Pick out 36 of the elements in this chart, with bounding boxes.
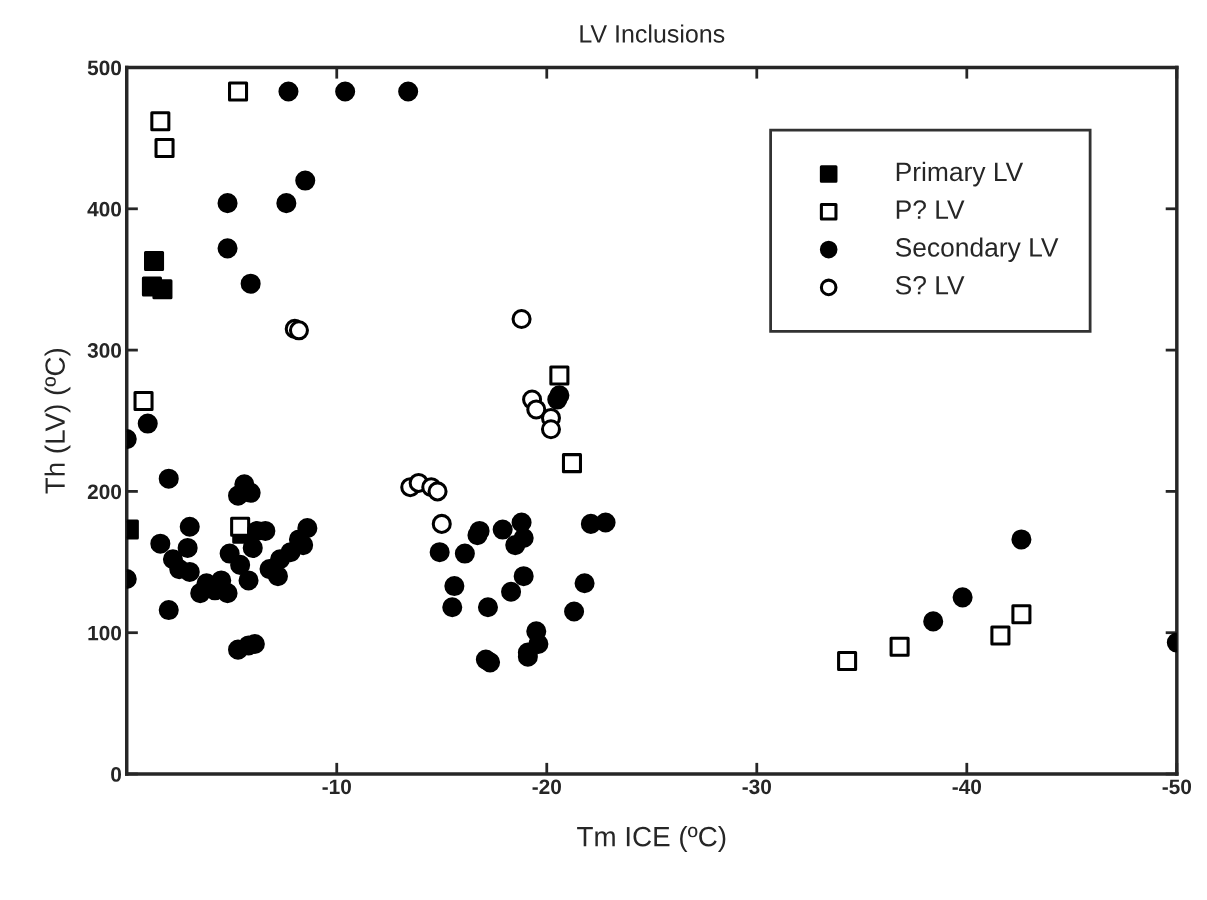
point <box>1011 604 1032 625</box>
point <box>154 138 175 159</box>
point <box>152 279 173 300</box>
point <box>427 481 448 502</box>
y-tick-label: 100 <box>88 625 122 641</box>
legend-label: P? LV <box>896 200 965 219</box>
x-tick-label: -10 <box>322 779 351 795</box>
point <box>889 636 910 657</box>
legend-label: Primary LV <box>896 161 1024 187</box>
point <box>561 453 583 474</box>
point <box>540 419 562 440</box>
x-tick-label: -50 <box>1162 779 1192 795</box>
legend-label: Secondary LV <box>895 237 1059 262</box>
point <box>431 513 452 534</box>
point <box>230 516 251 537</box>
x-tick-label: -30 <box>742 779 771 795</box>
y-tick-label: 400 <box>87 201 122 217</box>
point <box>150 111 171 132</box>
legend-label: S? LV <box>895 275 965 295</box>
y-tick-label: 0 <box>111 767 122 782</box>
y-tick-label: 200 <box>87 484 122 500</box>
y-tick-label: 300 <box>87 343 122 358</box>
point <box>228 81 249 102</box>
x-axis-title: Tm ICE (ºC) <box>577 826 726 852</box>
point <box>837 650 858 671</box>
x-tick-label: -20 <box>532 779 561 795</box>
point <box>549 365 570 386</box>
point <box>133 390 154 411</box>
y-axis-title: Th (LV) (ºC) <box>44 348 71 494</box>
point <box>511 308 532 330</box>
x-tick-label: -40 <box>952 779 982 795</box>
chart-title: LV Inclusions <box>580 24 725 43</box>
y-tick-label: 500 <box>87 60 122 76</box>
point <box>526 399 547 420</box>
point <box>144 251 165 272</box>
point <box>990 625 1011 646</box>
